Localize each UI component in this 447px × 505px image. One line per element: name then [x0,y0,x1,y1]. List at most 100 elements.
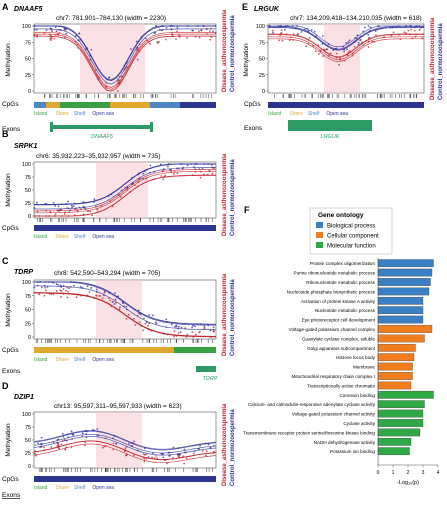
y-tick-label: 50 [259,57,265,63]
methylation-point [283,28,286,31]
track-legend-item: Open sea [92,485,114,491]
panel-c-cpg-track [34,347,216,353]
y-tick-label: 75 [25,425,31,431]
methylation-point [208,30,211,32]
panel-a-track-legend: Island Shore Shelf Open sea [34,111,114,117]
panel-d-cpg-rug [39,468,213,472]
disease-smooth-line [268,33,424,58]
control-smooth-line [34,167,216,210]
methylation-point [186,164,189,167]
methylation-point [142,172,145,175]
go-term-label: Golgi apparatus subcompartment [307,346,376,351]
go-term-label: Calcium- and calmodulin-responsive adeny… [248,402,376,407]
go-bar-chart: Protein complex oligomerization Purine ri… [243,259,440,476]
panel-e-cpg-rug [274,94,417,98]
methylation-point [89,210,92,213]
go-term-label: Guanylate cyclase complex, soluble [302,336,375,341]
methylation-point [180,326,183,329]
panel-d-yticks: 0 25 50 75 100 [22,412,34,470]
methylation-point [59,289,62,292]
go-term-label: Cyclase activity [343,421,375,426]
methylation-point [61,432,64,435]
methylation-point [128,442,130,445]
methylation-point [165,38,167,41]
legend-swatch-cc [316,232,323,238]
methylation-point [186,37,188,39]
methylation-point [33,286,36,289]
go-term-label: Purine ribonucleotide metabolic process [294,271,376,276]
methylation-point [338,63,341,66]
y-tick-label: 0 [28,214,31,220]
track-legend-item: Open sea [92,111,114,117]
methylation-point [144,322,147,325]
control-smooth-line [34,163,216,205]
go-bar [377,437,412,446]
methylation-point [212,330,215,333]
go-bar [377,400,425,409]
control-smooth-line [33,430,217,450]
y-tick-label: 25 [259,73,265,79]
y-tick-label: 75 [25,294,31,300]
y-tick-label: 25 [25,73,31,79]
methylation-point [35,201,38,204]
go-term-label: Voltage-gated potassium channel activity [292,412,376,417]
panel-c-cpgs-label: CpGs [2,347,19,354]
methylation-point [70,204,73,207]
methylation-point [36,34,39,37]
go-term-label: Histone locus body [336,355,376,360]
methylation-point [149,42,151,45]
methylation-point [58,447,61,450]
go-bar [377,296,424,305]
methylation-point [125,317,128,320]
methylation-point [52,281,55,284]
methylation-point [134,323,137,326]
go-term-label: NADH dehydrogenase activity [314,440,376,445]
methylation-point [33,206,36,209]
methylation-point [177,332,180,334]
legend-swatch-mf [316,242,323,248]
methylation-point [172,446,175,449]
control-smooth-line [34,285,217,331]
go-term-label: Nucleoside phosphate biosynthetic proces… [287,289,376,294]
methylation-point [49,37,52,40]
methylation-point [191,331,194,334]
methylation-point [317,53,320,55]
go-bar [377,306,424,315]
methylation-point [305,45,308,48]
methylation-point [349,50,351,52]
methylation-point [203,327,206,330]
track-legend-item: Shore [55,357,69,363]
go-bar [377,409,424,418]
track-legend-item: Island [34,485,48,491]
panel-e-gene: LRGUK [254,6,280,13]
go-term-label: Membrane [353,365,375,370]
go-bar [377,325,433,333]
methylation-point [346,48,349,51]
methylation-point [112,442,115,445]
methylation-point [410,28,412,31]
panel-e-track-legend: Island Shore Shelf Open sea [268,111,348,117]
control-smooth-line [267,26,424,51]
methylation-point [154,455,157,457]
methylation-point [64,36,66,39]
track-island [60,102,110,108]
panel-d-control-label: Control_normozoospermia [230,409,236,486]
methylation-point [325,48,328,51]
panel-e-cpg-track [268,102,424,108]
methylation-point [347,41,350,44]
methylation-point [205,450,208,453]
panel-a-cpgs-label: CpGs [2,101,19,108]
methylation-point [205,454,207,457]
panel-a-highlight [80,24,145,93]
panel-c-cpg-rug [35,339,213,343]
methylation-point [46,286,49,288]
panel-b-disease-label: Disease_asthenozoospermia [222,153,228,236]
y-tick-label: 50 [25,57,31,63]
methylation-point [374,30,377,33]
panel-b-letter: B [2,129,9,139]
disease-smooth-line [268,38,424,62]
disease-smooth-line [268,36,424,60]
methylation-point [70,430,73,433]
control-smooth-line [33,436,217,456]
